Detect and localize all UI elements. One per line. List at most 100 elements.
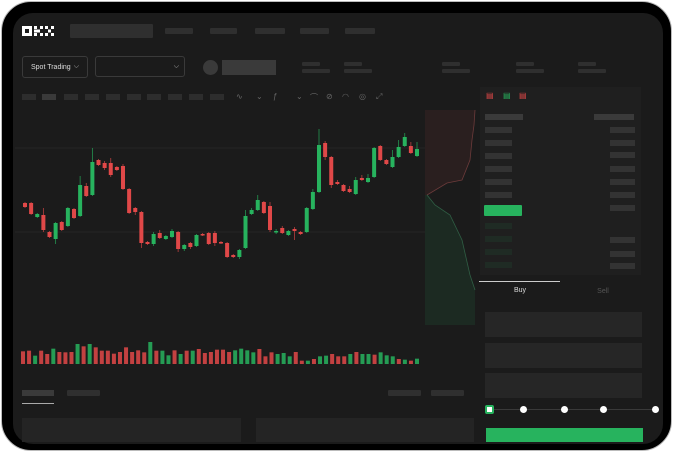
- nav-item[interactable]: [255, 28, 285, 34]
- volume-bar: [136, 350, 141, 364]
- timeframe-button[interactable]: [168, 94, 182, 100]
- timeframe-button[interactable]: [127, 94, 141, 100]
- candle-body: [139, 212, 144, 243]
- camera-icon[interactable]: ◠: [342, 92, 349, 101]
- tab-order-history[interactable]: [67, 390, 100, 396]
- bottom-action[interactable]: [431, 390, 464, 396]
- volume-bar: [396, 359, 401, 364]
- buy-submit-button[interactable]: [486, 428, 643, 442]
- percent-slider-track[interactable]: [488, 409, 656, 410]
- candle-body: [396, 147, 401, 157]
- timeframe-button[interactable]: [85, 94, 99, 100]
- bottom-action[interactable]: [388, 390, 421, 396]
- candle: [249, 208, 254, 215]
- volume-bar: [190, 350, 195, 364]
- total-input[interactable]: [485, 373, 642, 398]
- candle: [170, 229, 174, 238]
- volume-bar: [293, 352, 298, 364]
- candle-body: [188, 243, 193, 247]
- timeframe-button-active[interactable]: [42, 94, 56, 100]
- slider-step-25[interactable]: [520, 406, 527, 413]
- candle: [200, 233, 205, 236]
- chevron-down-icon[interactable]: ⌄: [296, 92, 303, 101]
- timeframe-button[interactable]: [189, 94, 203, 100]
- ask-price[interactable]: [485, 179, 512, 185]
- fullscreen-icon[interactable]: ⤢: [376, 92, 383, 101]
- nav-item[interactable]: [165, 28, 193, 34]
- bid-price[interactable]: [485, 262, 512, 268]
- candle-body: [335, 182, 340, 184]
- percent-slider-handle[interactable]: [485, 405, 494, 414]
- ask-price[interactable]: [485, 153, 512, 159]
- timeframe-button[interactable]: [64, 94, 78, 100]
- candle: [243, 210, 248, 249]
- ruler-icon[interactable]: ⊘: [326, 92, 333, 101]
- tab-buy[interactable]: Buy: [513, 287, 527, 294]
- search-bar[interactable]: [70, 24, 153, 38]
- candle-body: [341, 185, 346, 191]
- slider-step-75[interactable]: [600, 406, 607, 413]
- stat-value: [344, 69, 372, 73]
- volume-bar: [330, 354, 335, 364]
- candle: [317, 129, 321, 193]
- ask-price[interactable]: [485, 166, 512, 172]
- price-input[interactable]: [485, 312, 642, 337]
- tab-open-orders[interactable]: [22, 390, 54, 396]
- volume-bar: [87, 344, 92, 364]
- volume-bar: [245, 350, 250, 364]
- candle: [268, 202, 272, 232]
- timeframe-button[interactable]: [210, 94, 224, 100]
- slider-step-100[interactable]: [652, 406, 659, 413]
- bid-price[interactable]: [485, 249, 512, 255]
- candle-body: [261, 202, 266, 213]
- line-tool-icon[interactable]: ⌒: [310, 93, 318, 102]
- candle: [212, 231, 217, 246]
- indicator-icon[interactable]: ∿: [236, 92, 243, 101]
- candle: [108, 158, 113, 177]
- candlestick-chart[interactable]: [15, 110, 425, 375]
- spot-trading-dropdown[interactable]: Spot Trading ⌵: [22, 56, 88, 78]
- candle: [402, 133, 407, 147]
- book-view-asks-icon[interactable]: ▤: [519, 91, 527, 100]
- candle-body: [304, 208, 309, 232]
- volume-bar: [124, 347, 129, 364]
- ask-price[interactable]: [485, 192, 512, 198]
- stat-label: [442, 62, 460, 66]
- candle-body: [378, 146, 383, 160]
- ask-price[interactable]: [485, 127, 512, 133]
- okx-logo[interactable]: [22, 25, 56, 37]
- book-view-both-icon[interactable]: ▤: [486, 91, 494, 100]
- candle: [341, 184, 346, 192]
- volume-bar: [366, 354, 371, 364]
- timeframe-button[interactable]: [147, 94, 161, 100]
- chevron-down-icon[interactable]: ⌄: [256, 92, 263, 101]
- candle: [310, 189, 315, 210]
- nav-item[interactable]: [210, 28, 237, 34]
- bid-price[interactable]: [485, 236, 512, 242]
- fx-icon[interactable]: ƒ: [273, 92, 278, 101]
- volume-bar: [221, 349, 226, 364]
- candle-body: [268, 206, 272, 230]
- book-view-bids-icon[interactable]: ▤: [503, 91, 511, 100]
- volume-bar: [214, 349, 219, 364]
- nav-item[interactable]: [300, 28, 329, 34]
- volume-bar: [39, 350, 44, 364]
- bid-price[interactable]: [485, 223, 512, 229]
- timeframe-button[interactable]: [22, 94, 36, 100]
- ask-amount: [610, 192, 635, 198]
- ask-amount: [610, 152, 635, 158]
- tab-sell[interactable]: Sell: [597, 288, 609, 295]
- bid-depth-area: [425, 195, 475, 325]
- candle-body: [219, 242, 223, 244]
- ask-depth-area: [425, 110, 475, 195]
- slider-step-50[interactable]: [561, 406, 568, 413]
- pair-select[interactable]: ⌵: [95, 56, 185, 77]
- amount-input[interactable]: [485, 343, 642, 368]
- amount-header: [594, 114, 634, 120]
- timeframe-button[interactable]: [106, 94, 120, 100]
- ask-price[interactable]: [485, 140, 512, 146]
- settings-icon[interactable]: ◎: [359, 92, 366, 101]
- nav-item[interactable]: [345, 28, 375, 34]
- volume-bar: [142, 352, 147, 364]
- last-price-highlight[interactable]: [484, 205, 522, 216]
